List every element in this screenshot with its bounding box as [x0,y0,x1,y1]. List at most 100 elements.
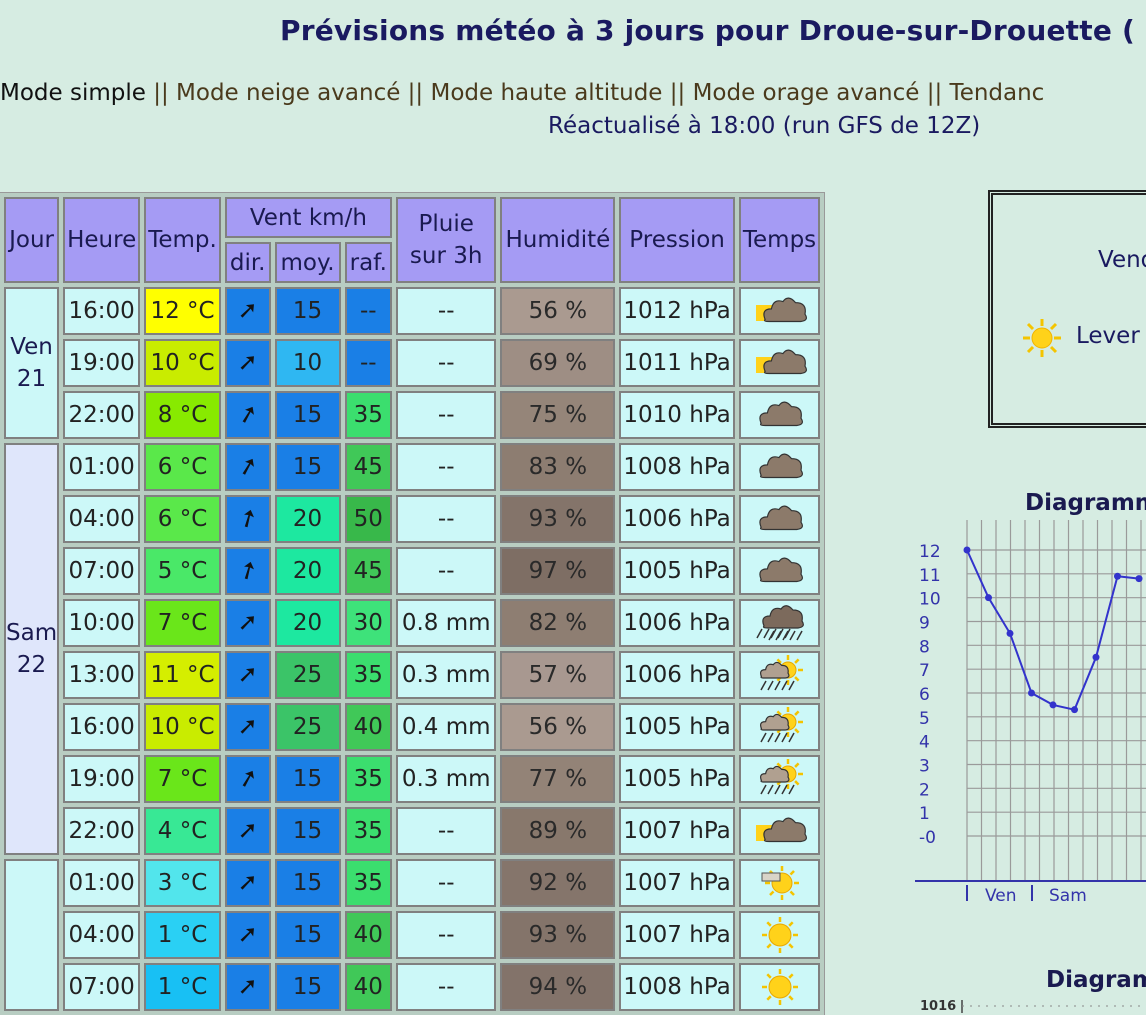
temp-cell: 10 °C [144,339,221,387]
hour-cell: 16:00 [63,703,141,751]
temperature-chart: 12 11 10 9 8 7 6 5 4 3 2 1 -0 Ven Sam [915,520,1146,906]
x-tick-label: Ven [985,886,1017,906]
temp-cell: 12 °C [144,287,221,335]
weather-cell [738,703,821,751]
pressure-cell: 1006 hPa [619,651,735,699]
mode-link[interactable]: Mode neige avancé [176,80,401,106]
weather-cell [738,807,821,855]
rain-cell: -- [395,339,497,387]
humidity-cell: 82 % [500,599,616,647]
wind-arrow-icon: ➚ [237,608,258,636]
hour-cell: 01:00 [63,859,141,907]
hour-cell: 07:00 [63,963,141,1011]
pressure-cell: 1008 hPa [619,443,735,491]
data-point [1135,575,1143,583]
wind-mean-cell: 20 [274,547,341,595]
diagram-title: Diagramm [1025,490,1146,516]
wind-mean-cell: 15 [274,755,341,803]
wind-gust-cell: 35 [344,807,392,855]
data-point [963,546,971,554]
weather-cell [738,495,821,543]
humidity-cell: 69 % [500,339,616,387]
mode-link[interactable]: Mode haute altitude [430,80,663,106]
wind-gust-cell: 40 [344,963,392,1011]
mode-separator: || [145,80,177,106]
wind-direction-cell: ➚ [224,703,271,751]
mode-link[interactable]: Mode orage avancé [692,80,920,106]
wind-mean-cell: 15 [274,391,341,439]
y-tick-label: 10 [919,590,941,610]
hour-cell: 13:00 [63,651,141,699]
rain-cell: -- [395,963,497,1011]
hour-cell: 01:00 [63,443,141,491]
humidity-cell: 93 % [500,495,616,543]
rain-cell: -- [395,495,497,543]
table-row: 19:00 10 °C ➚ 10 -- -- 69 % 1011 hPa [4,339,821,387]
mode-link[interactable]: Tendanc [949,80,1045,106]
col-header-raf: raf. [344,242,392,283]
pressure-cell: 1007 hPa [619,911,735,959]
table-row: 10:00 7 °C ➚ 20 30 0.8 mm 82 % 1006 hPa [4,599,821,647]
info-day-label: Vend [1098,247,1146,273]
col-header-vent: Vent km/h [224,197,392,238]
hour-cell: 04:00 [63,495,141,543]
col-header-humidite: Humidité [500,197,616,283]
mode-separator: || [400,80,431,106]
wind-mean-cell: 10 [274,339,341,387]
col-header-temp: Temp. [144,197,221,283]
y-tick-label: 1 [919,804,930,824]
temp-cell: 7 °C [144,755,221,803]
mode-link[interactable]: Mode simple [0,80,146,106]
weather-cell [738,651,821,699]
rain-cell: -- [395,859,497,907]
day-cell: Ven 21 [4,287,60,439]
hour-cell: 19:00 [63,755,141,803]
data-point [1071,706,1078,714]
wind-direction-cell: ➚ [224,599,271,647]
wind-arrow-icon: ➚ [234,761,261,795]
wind-arrow-icon: ➚ [237,348,258,376]
wind-direction-cell: ➚ [224,287,271,335]
weather-cell [738,859,821,907]
temp-cell: 4 °C [144,807,221,855]
wind-gust-cell: 40 [344,911,392,959]
humidity-cell: 93 % [500,911,616,959]
y-tick-label: 2 [919,780,930,800]
wind-gust-cell: 40 [344,703,392,751]
temp-cell: 6 °C [144,495,221,543]
wind-direction-cell: ➚ [224,859,271,907]
day-name: Ven [10,334,53,360]
y-tick-label: -0 [919,828,936,848]
temp-cell: 1 °C [144,911,221,959]
temp-cell: 8 °C [144,391,221,439]
wind-arrow-icon: ➚ [234,397,261,431]
wind-gust-cell: 45 [344,547,392,595]
wind-mean-cell: 20 [274,495,341,543]
humidity-cell: 97 % [500,547,616,595]
table-row: 07:00 1 °C ➚ 15 40 -- 94 % 1008 hPa [4,963,821,1011]
data-point [1114,572,1121,580]
wind-direction-cell: ➚ [224,391,271,439]
hour-cell: 22:00 [63,391,141,439]
pressure-cell: 1006 hPa [619,599,735,647]
wind-mean-cell: 15 [274,287,341,335]
sun-haze-icon [761,866,799,900]
x-tick-label: Sam [1049,886,1087,906]
wind-direction-cell: ➚ [224,547,271,595]
weather-cell [738,443,821,491]
rain-cell: -- [395,807,497,855]
hour-cell: 10:00 [63,599,141,647]
rain-cell: -- [395,443,497,491]
col-header-pluie-line2: sur 3h [409,243,483,269]
wind-gust-cell: 35 [344,859,392,907]
humidity-cell: 89 % [500,807,616,855]
pressure-axis-label: 1016 [920,999,956,1013]
wind-gust-cell: 50 [344,495,392,543]
temp-cell: 10 °C [144,703,221,751]
wind-direction-cell: ➚ [224,339,271,387]
temp-cell: 7 °C [144,599,221,647]
humidity-cell: 56 % [500,287,616,335]
temp-cell: 6 °C [144,443,221,491]
pressure-cell: 1012 hPa [619,287,735,335]
weather-cell [738,547,821,595]
